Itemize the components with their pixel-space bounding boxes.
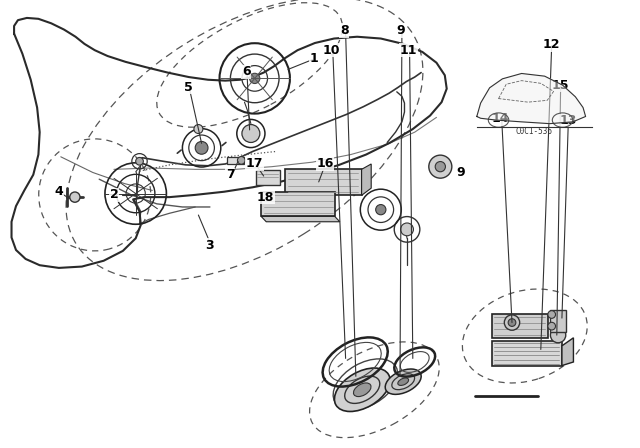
Circle shape <box>548 310 556 319</box>
Circle shape <box>70 192 80 202</box>
Circle shape <box>550 327 566 343</box>
Text: 10: 10 <box>323 43 340 57</box>
Text: 6: 6 <box>242 65 251 78</box>
Bar <box>550 310 566 332</box>
Text: 5: 5 <box>184 81 193 94</box>
Text: 12: 12 <box>543 38 561 52</box>
Circle shape <box>237 156 245 164</box>
Circle shape <box>136 157 143 165</box>
Ellipse shape <box>335 368 390 411</box>
Text: 11: 11 <box>399 43 417 57</box>
Circle shape <box>242 125 260 142</box>
Circle shape <box>195 142 208 154</box>
Circle shape <box>250 73 260 83</box>
Text: 17: 17 <box>246 157 264 170</box>
Circle shape <box>548 322 556 330</box>
Polygon shape <box>261 216 340 222</box>
Text: 14: 14 <box>492 112 509 125</box>
Text: 3: 3 <box>205 239 214 252</box>
Text: 13: 13 <box>559 114 577 128</box>
Text: 9: 9 <box>456 166 465 179</box>
Circle shape <box>401 223 413 236</box>
Text: 1: 1 <box>309 52 318 65</box>
Bar <box>285 169 362 195</box>
Ellipse shape <box>385 369 421 394</box>
Circle shape <box>508 319 516 327</box>
Circle shape <box>376 205 386 215</box>
Polygon shape <box>477 73 586 124</box>
Circle shape <box>435 162 445 172</box>
Bar <box>492 314 548 338</box>
Text: 8: 8 <box>340 24 349 37</box>
Ellipse shape <box>398 378 408 385</box>
Circle shape <box>504 315 520 330</box>
Text: 15: 15 <box>552 78 570 92</box>
Bar <box>492 341 562 366</box>
Text: 4: 4 <box>54 185 63 198</box>
Circle shape <box>194 125 203 134</box>
Bar <box>256 170 280 185</box>
Text: 9: 9 <box>396 24 405 37</box>
Bar <box>261 192 335 216</box>
Polygon shape <box>362 164 371 195</box>
Ellipse shape <box>353 383 371 396</box>
Circle shape <box>429 155 452 178</box>
Polygon shape <box>562 338 573 366</box>
Bar <box>227 157 244 164</box>
Text: 2: 2 <box>109 188 118 202</box>
Text: 16: 16 <box>316 157 334 170</box>
Text: C0C1-536: C0C1-536 <box>516 127 553 136</box>
Text: 18: 18 <box>257 190 275 204</box>
Text: 7: 7 <box>226 168 235 181</box>
